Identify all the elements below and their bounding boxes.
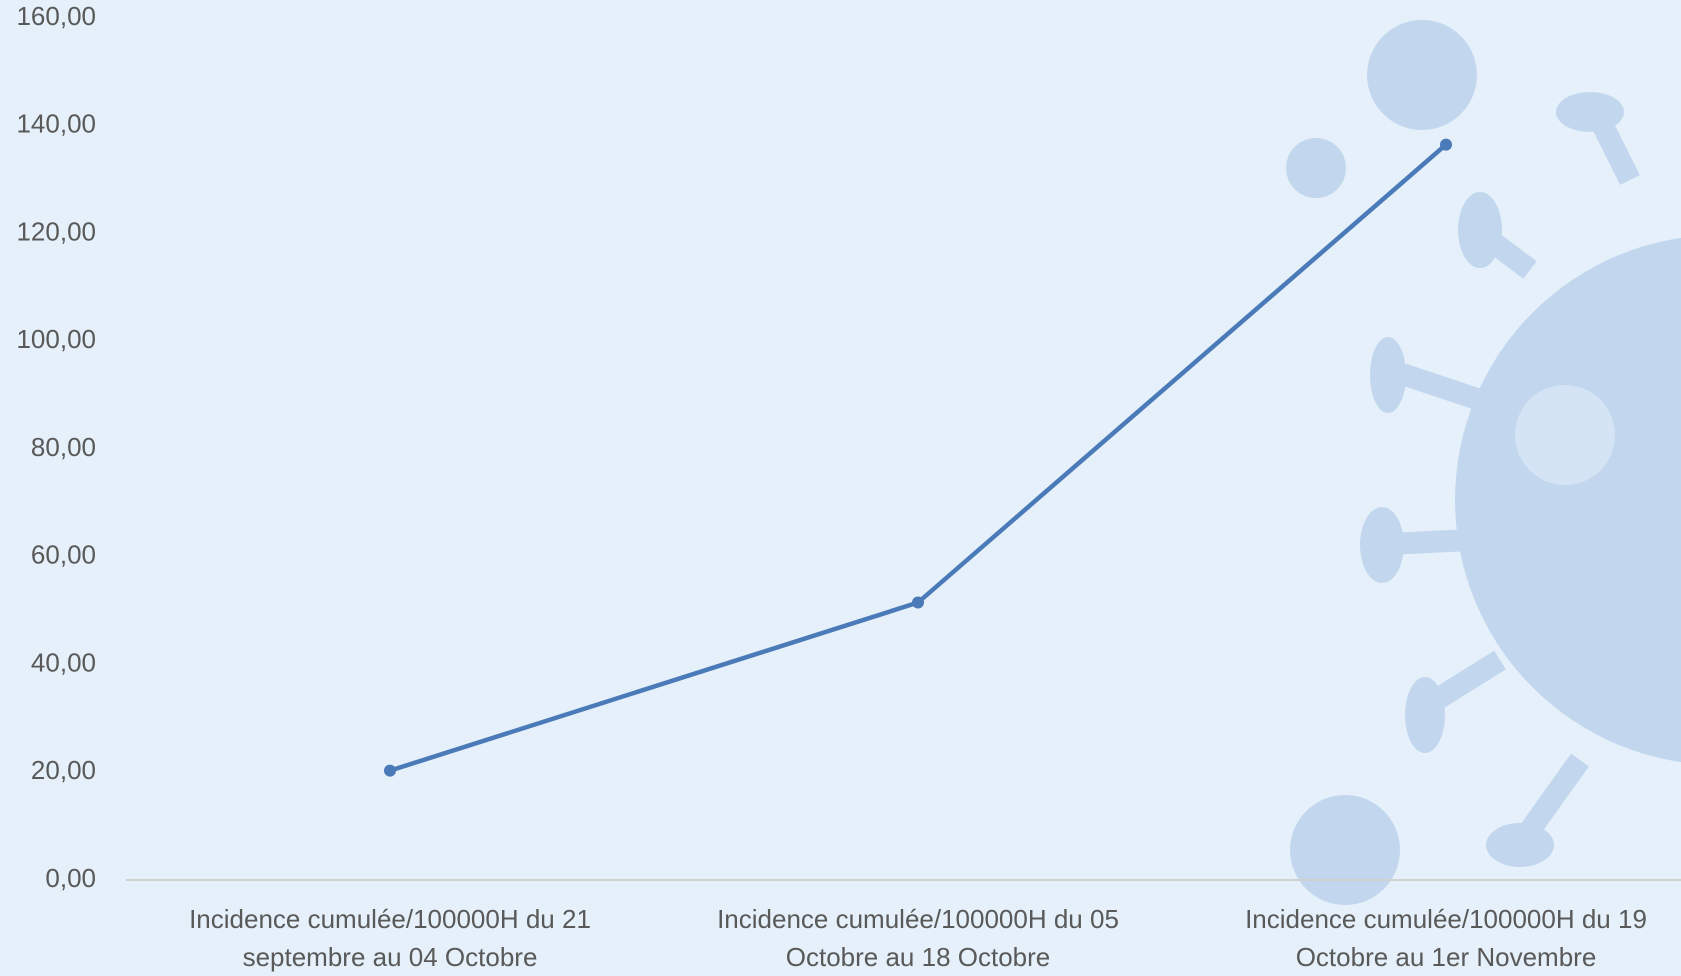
virus-decoration <box>1486 823 1554 867</box>
virus-decoration <box>1405 677 1445 753</box>
virus-decoration <box>1286 138 1346 198</box>
virus-decoration <box>1360 507 1404 583</box>
virus-decoration <box>1367 20 1477 130</box>
marker <box>912 596 924 609</box>
virus-decoration <box>1515 385 1615 485</box>
y-tick-label: 60,00 <box>31 540 96 570</box>
y-tick-label: 0,00 <box>45 863 96 893</box>
virus-decoration <box>1370 337 1406 413</box>
line <box>389 142 1448 773</box>
x-tick-label: Incidence cumulée/100000H du 19 Octobre … <box>1245 904 1647 972</box>
y-tick-label: 80,00 <box>31 432 96 462</box>
virus-decoration <box>1290 795 1400 905</box>
y-tick-label: 160,00 <box>16 1 96 31</box>
virus-decoration <box>1458 192 1502 268</box>
y-tick-label: 140,00 <box>16 109 96 139</box>
y-tick-label: 120,00 <box>16 216 96 246</box>
marker <box>1440 138 1452 151</box>
virus-decoration <box>1455 237 1681 763</box>
virus-decoration <box>1286 20 1681 905</box>
x-tick-label: Incidence cumulée/100000H du 05 Octobre … <box>717 904 1119 972</box>
virus-decoration <box>1556 92 1624 132</box>
marker <box>384 764 396 777</box>
y-tick-label: 20,00 <box>31 755 96 785</box>
x-tick-label: Incidence cumulée/100000H du 21 septembr… <box>189 904 591 972</box>
y-tick-label: 100,00 <box>16 324 96 354</box>
y-tick-label: 40,00 <box>31 647 96 677</box>
